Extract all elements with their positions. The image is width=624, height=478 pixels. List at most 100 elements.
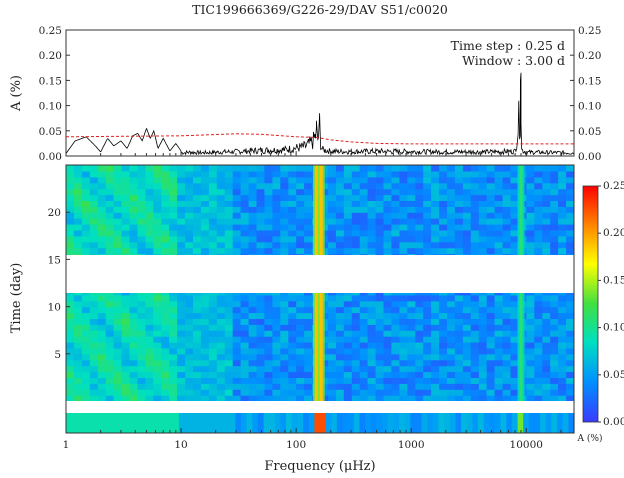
heatmap-cell — [526, 212, 535, 219]
heatmap-cell — [486, 365, 496, 373]
heatmap-cell — [264, 212, 273, 219]
heatmap-cell — [510, 212, 519, 219]
heatmap-cell — [494, 170, 504, 178]
heatmap-cell — [510, 294, 519, 302]
heatmap-cell — [454, 324, 464, 331]
heatmap-cell — [89, 229, 99, 237]
heatmap-cell — [105, 365, 115, 373]
heatmap-cell — [193, 330, 202, 337]
strip-cell — [444, 413, 451, 433]
heatmap-cell — [296, 206, 305, 213]
heatmap-cell — [89, 312, 99, 319]
heatmap-cell — [486, 235, 496, 243]
heatmap-cell — [470, 235, 480, 243]
heatmap-cell — [73, 359, 83, 367]
heatmap-cell — [502, 359, 512, 367]
heatmap-cell — [89, 212, 99, 219]
heatmap-cell — [113, 218, 123, 225]
heatmap-cell — [454, 377, 464, 384]
heatmap-cell — [486, 200, 496, 207]
heatmap-cell — [288, 359, 297, 367]
heatmap-cell — [224, 377, 234, 384]
heatmap-cell — [534, 176, 543, 184]
heatmap-cell — [454, 300, 464, 308]
heatmap-cell — [240, 395, 250, 402]
heatmap-cell — [161, 229, 170, 237]
heatmap-cell — [280, 224, 289, 231]
heatmap-cell — [193, 194, 202, 201]
heatmap-cell — [240, 312, 250, 319]
heatmap-cell — [161, 224, 170, 231]
heatmap-cell — [153, 170, 162, 178]
strip-cell — [495, 413, 502, 433]
heatmap-cell — [335, 294, 345, 302]
heatmap-cell — [566, 312, 574, 319]
heatmap-cell — [105, 306, 115, 314]
heatmap-cell — [296, 312, 305, 319]
xtick-label: 10 — [174, 439, 187, 451]
heatmap-cell — [97, 395, 107, 402]
heatmap-cell — [113, 383, 123, 390]
heatmap-cell — [66, 241, 75, 249]
strip-cell — [320, 413, 327, 433]
heatmap-cell — [240, 188, 250, 196]
heatmap-cell — [566, 377, 574, 384]
top-ylabel: A (%) — [9, 75, 24, 112]
heatmap-cell — [137, 359, 146, 367]
heatmap-cell — [335, 218, 345, 225]
heatmap-cell — [200, 383, 210, 390]
heatmap-cell — [208, 241, 218, 249]
heatmap-cell — [439, 212, 448, 219]
strip-cell — [201, 413, 208, 433]
heatmap-cell — [105, 324, 115, 331]
heatmap-cell — [256, 318, 265, 325]
heatmap-cell — [391, 300, 400, 308]
heatmap-cell — [105, 336, 115, 343]
heatmap-cell — [208, 377, 218, 384]
heatmap-cell — [232, 300, 242, 308]
heatmap-cell — [232, 336, 242, 343]
heatmap-cell — [439, 224, 448, 231]
heatmap-cell — [153, 218, 162, 225]
heatmap-cell — [121, 312, 131, 319]
heatmap-cell — [470, 247, 480, 255]
heatmap-cell — [185, 182, 194, 190]
heatmap-cell — [431, 330, 440, 337]
heatmap-cell — [558, 188, 567, 196]
heatmap-cell — [439, 377, 448, 384]
heatmap-cell — [399, 194, 408, 201]
heatmap-cell — [288, 365, 297, 373]
heatmap-cell — [462, 383, 472, 390]
heatmap-cell — [526, 389, 535, 396]
heatmap-cell — [343, 395, 353, 402]
heatmap-cell — [200, 206, 210, 213]
heatmap-cell — [327, 206, 337, 213]
heatmap-cell — [73, 294, 83, 302]
heatmap-cell — [462, 165, 472, 172]
heatmap-cell — [240, 170, 250, 178]
heatmap-cell — [240, 176, 250, 184]
strip-cell — [359, 413, 366, 433]
heatmap-cell — [502, 247, 512, 255]
heatmap-cell — [97, 318, 107, 325]
heatmap-cell — [113, 312, 123, 319]
heatmap-cell — [478, 170, 488, 178]
heatmap-cell — [240, 377, 250, 384]
heatmap-cell — [526, 235, 535, 243]
heatmap-cell — [81, 182, 91, 190]
heatmap-cell — [542, 383, 551, 390]
strip-cell — [263, 413, 270, 433]
heatmap-cell — [81, 188, 91, 196]
heatmap-cell — [550, 306, 559, 314]
heatmap-cell — [494, 395, 504, 402]
strip-cell — [162, 413, 169, 433]
heatmap-cell — [431, 294, 440, 302]
heatmap-cell — [335, 377, 345, 384]
heatmap-cell — [216, 318, 226, 325]
heatmap-cell — [280, 200, 289, 207]
heatmap-cell — [161, 241, 170, 249]
heatmap-cell — [486, 383, 496, 390]
strip-cell — [252, 413, 259, 433]
heatmap-cell — [240, 194, 250, 201]
heatmap-cell — [280, 347, 289, 355]
